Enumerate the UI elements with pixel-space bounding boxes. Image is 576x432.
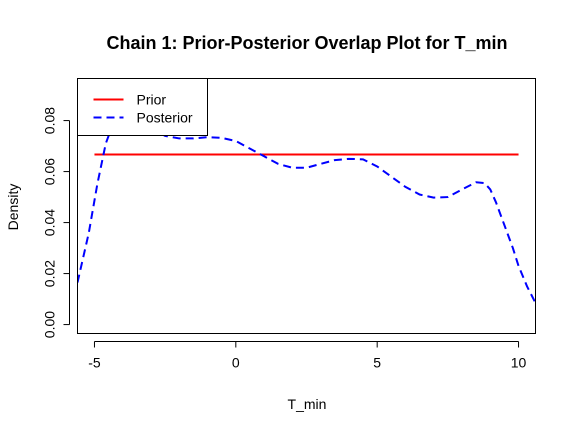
y-tick-label: 0.02 bbox=[42, 260, 58, 287]
legend-label-posterior: Posterior bbox=[137, 110, 193, 126]
x-tick-label: 10 bbox=[511, 355, 527, 371]
plot-frame bbox=[77, 78, 536, 334]
x-tick-label: 0 bbox=[232, 355, 240, 371]
series-line-posterior bbox=[77, 111, 536, 304]
y-tick-label: 0.06 bbox=[42, 158, 58, 185]
x-tick-label: 5 bbox=[373, 355, 381, 371]
x-tick-label: -5 bbox=[88, 355, 101, 371]
chart-title: Chain 1: Prior-Posterior Overlap Plot fo… bbox=[106, 33, 507, 53]
y-axis-label: Density bbox=[5, 184, 21, 231]
legend: Prior Posterior bbox=[77, 78, 208, 136]
legend-box bbox=[77, 78, 208, 136]
legend-label-prior: Prior bbox=[137, 92, 167, 108]
y-tick-label: 0.08 bbox=[42, 107, 58, 134]
x-axis-label: T_min bbox=[288, 396, 327, 412]
y-tick-label: 0.04 bbox=[42, 209, 58, 236]
y-tick-label: 0.00 bbox=[42, 311, 58, 338]
